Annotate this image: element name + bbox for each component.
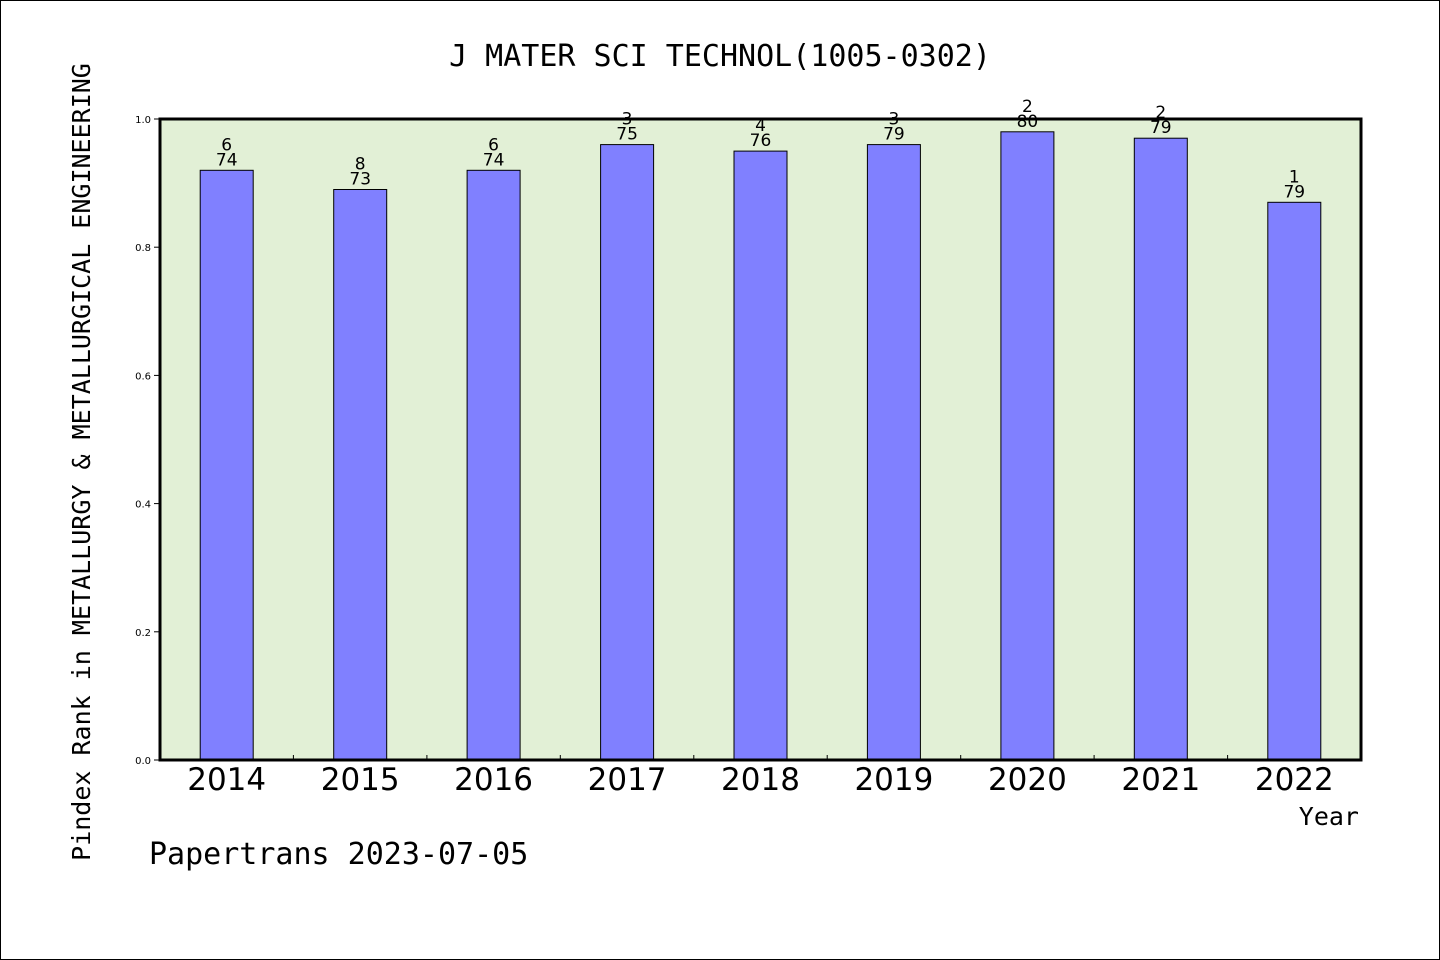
rank-label-2018: 4 <box>755 116 766 136</box>
bar-2015 <box>333 189 388 761</box>
total-label-2020: 80 <box>1017 112 1039 132</box>
plot-border <box>158 117 1363 762</box>
total-label-2015: 73 <box>349 170 371 190</box>
bars-layer <box>199 131 1322 761</box>
x-tick-label-2022: 2022 <box>1255 762 1334 798</box>
total-label-2014: 74 <box>216 150 238 170</box>
total-label-2022: 79 <box>1283 182 1305 202</box>
x-tick-label-2014: 2014 <box>187 762 266 798</box>
x-tick-label-2019: 2019 <box>854 762 933 798</box>
x-tick-label-2016: 2016 <box>454 762 533 798</box>
bar-2017 <box>600 144 655 761</box>
rank-label-2014: 6 <box>221 135 232 155</box>
rank-label-2020: 2 <box>1022 97 1033 117</box>
rank-label-2015: 8 <box>355 155 366 175</box>
bar-2014 <box>199 169 254 761</box>
total-label-2018: 76 <box>750 131 772 151</box>
total-label-2016: 74 <box>483 150 505 170</box>
footer-credit: Papertrans 2023-07-05 <box>149 837 528 872</box>
x-tick-label-2015: 2015 <box>321 762 400 798</box>
x-tick-label-2020: 2020 <box>988 762 1067 798</box>
y-axis-title: Pindex Rank in METALLURGY & METALLURGICA… <box>67 63 96 861</box>
total-label-2019: 79 <box>883 125 905 145</box>
x-tick-label-2021: 2021 <box>1121 762 1200 798</box>
chart-title: J MATER SCI TECHNOL(1005-0302) <box>449 39 991 74</box>
total-label-2017: 75 <box>616 125 638 145</box>
y-tick-label-0.2: 0.2 <box>135 628 151 639</box>
total-label-2021: 79 <box>1150 118 1172 138</box>
bar-2020 <box>1000 131 1055 761</box>
bar-2016 <box>466 169 521 761</box>
bar-2021 <box>1133 137 1188 761</box>
rank-label-2022: 1 <box>1289 167 1300 187</box>
y-tick-label-1.0: 1.0 <box>135 115 151 126</box>
bar-2018 <box>733 150 788 761</box>
ticks-layer: 2014 2015 2016 2017 2018 2019 2020 2021 2022 0.0 0… <box>135 115 1334 798</box>
bar-2019 <box>866 144 921 761</box>
rank-label-2021: 2 <box>1155 103 1166 123</box>
y-tick-label-0.4: 0.4 <box>135 500 151 511</box>
x-axis-title: Year <box>1299 802 1359 831</box>
x-tick-label-2018: 2018 <box>721 762 800 798</box>
y-tick-label-0.6: 0.6 <box>135 371 151 382</box>
rank-label-2016: 6 <box>488 135 499 155</box>
y-tick-label-0.0: 0.0 <box>135 756 151 767</box>
x-tick-label-2017: 2017 <box>588 762 667 798</box>
bar-2022 <box>1267 201 1322 761</box>
y-tick-label-0.8: 0.8 <box>135 243 151 254</box>
